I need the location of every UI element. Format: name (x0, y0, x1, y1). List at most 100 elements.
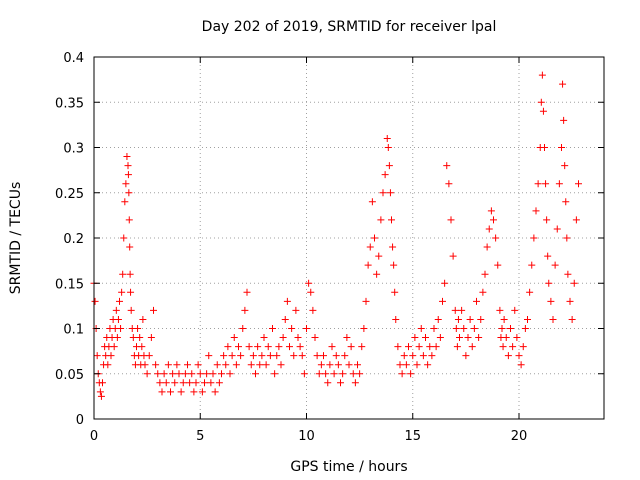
data-point (473, 297, 480, 305)
data-point (539, 107, 547, 115)
data-point (409, 352, 417, 360)
data-point (121, 198, 129, 206)
data-point (99, 379, 106, 387)
data-point (93, 352, 101, 360)
data-point (147, 334, 155, 342)
data-point (504, 352, 512, 360)
data-point (213, 361, 221, 369)
data-point (526, 288, 534, 296)
data-point (563, 234, 571, 242)
data-point (337, 379, 344, 387)
data-point (207, 379, 215, 387)
data-point (349, 370, 357, 378)
y-tick-label: 0.15 (55, 277, 84, 292)
data-point (542, 180, 550, 188)
data-point (290, 352, 298, 360)
data-point (384, 144, 392, 151)
data-point (553, 225, 561, 233)
data-point (192, 379, 200, 387)
data-point (134, 325, 142, 332)
data-point (288, 325, 296, 332)
data-point (389, 243, 397, 251)
data-point (417, 325, 425, 332)
data-point (184, 361, 191, 369)
data-point (332, 352, 340, 360)
data-point (281, 315, 289, 323)
data-point (194, 361, 202, 369)
data-point (309, 306, 317, 314)
data-point (490, 216, 497, 224)
data-point (334, 361, 342, 369)
data-point (530, 234, 538, 242)
data-point (449, 252, 457, 260)
data-point (218, 370, 225, 378)
x-tick-label: 5 (196, 429, 204, 444)
data-point (114, 315, 122, 323)
axis-ticks: 0 5 10 15 20 0 0.05 0.1 0.15 0.2 0.25 0.3 0.35 0.4 (55, 51, 604, 444)
data-point (241, 306, 249, 314)
data-point (186, 379, 194, 387)
data-point (326, 361, 334, 369)
data-point (91, 297, 99, 305)
data-point (524, 315, 531, 323)
data-point (494, 261, 502, 269)
data-point (405, 343, 412, 351)
data-point (258, 352, 266, 360)
y-axis-label: SRMTID / TECUs (8, 182, 24, 295)
data-point (468, 343, 476, 351)
data-point (466, 315, 474, 323)
y-tick-label: 0.1 (63, 323, 84, 338)
data-point (386, 189, 394, 197)
data-point (107, 352, 115, 360)
data-point (517, 361, 525, 369)
data-point (360, 325, 368, 332)
data-point (119, 270, 127, 278)
data-point (239, 325, 247, 332)
data-point (428, 352, 436, 360)
data-point (169, 370, 177, 378)
data-point (252, 370, 259, 378)
x-tick-label: 0 (90, 429, 98, 444)
data-point (271, 370, 279, 378)
data-point (515, 352, 523, 360)
data-point (509, 343, 517, 351)
data-point (561, 162, 569, 170)
data-point (249, 352, 257, 360)
data-point (560, 116, 568, 124)
data-point (139, 315, 147, 323)
data-point (273, 352, 281, 360)
data-point (124, 162, 132, 170)
data-point (96, 388, 104, 396)
data-point (432, 343, 440, 351)
data-point (247, 361, 255, 369)
data-point (341, 352, 349, 360)
data-point (462, 352, 470, 360)
data-point (112, 306, 120, 314)
data-point (485, 225, 493, 233)
data-point (188, 370, 196, 378)
y-tick-label: 0.25 (55, 187, 84, 202)
y-tick-label: 0.05 (55, 368, 84, 383)
data-point (138, 343, 146, 351)
data-point (394, 343, 402, 351)
data-point (383, 134, 391, 142)
data-point (237, 352, 245, 360)
data-point (104, 361, 112, 369)
data-point (347, 343, 355, 351)
data-point (279, 334, 287, 342)
data-point (398, 370, 406, 378)
data-point (544, 252, 552, 260)
data-point (537, 98, 545, 106)
x-tick-label: 20 (511, 429, 528, 444)
data-point (447, 216, 455, 224)
data-point (129, 334, 137, 342)
data-point (532, 207, 540, 215)
data-point (305, 279, 313, 287)
data-point (551, 261, 559, 269)
data-point (211, 388, 219, 396)
data-point (543, 216, 551, 224)
data-point (528, 261, 536, 269)
data-point (283, 297, 291, 305)
data-point (126, 270, 134, 278)
data-point (317, 361, 325, 369)
